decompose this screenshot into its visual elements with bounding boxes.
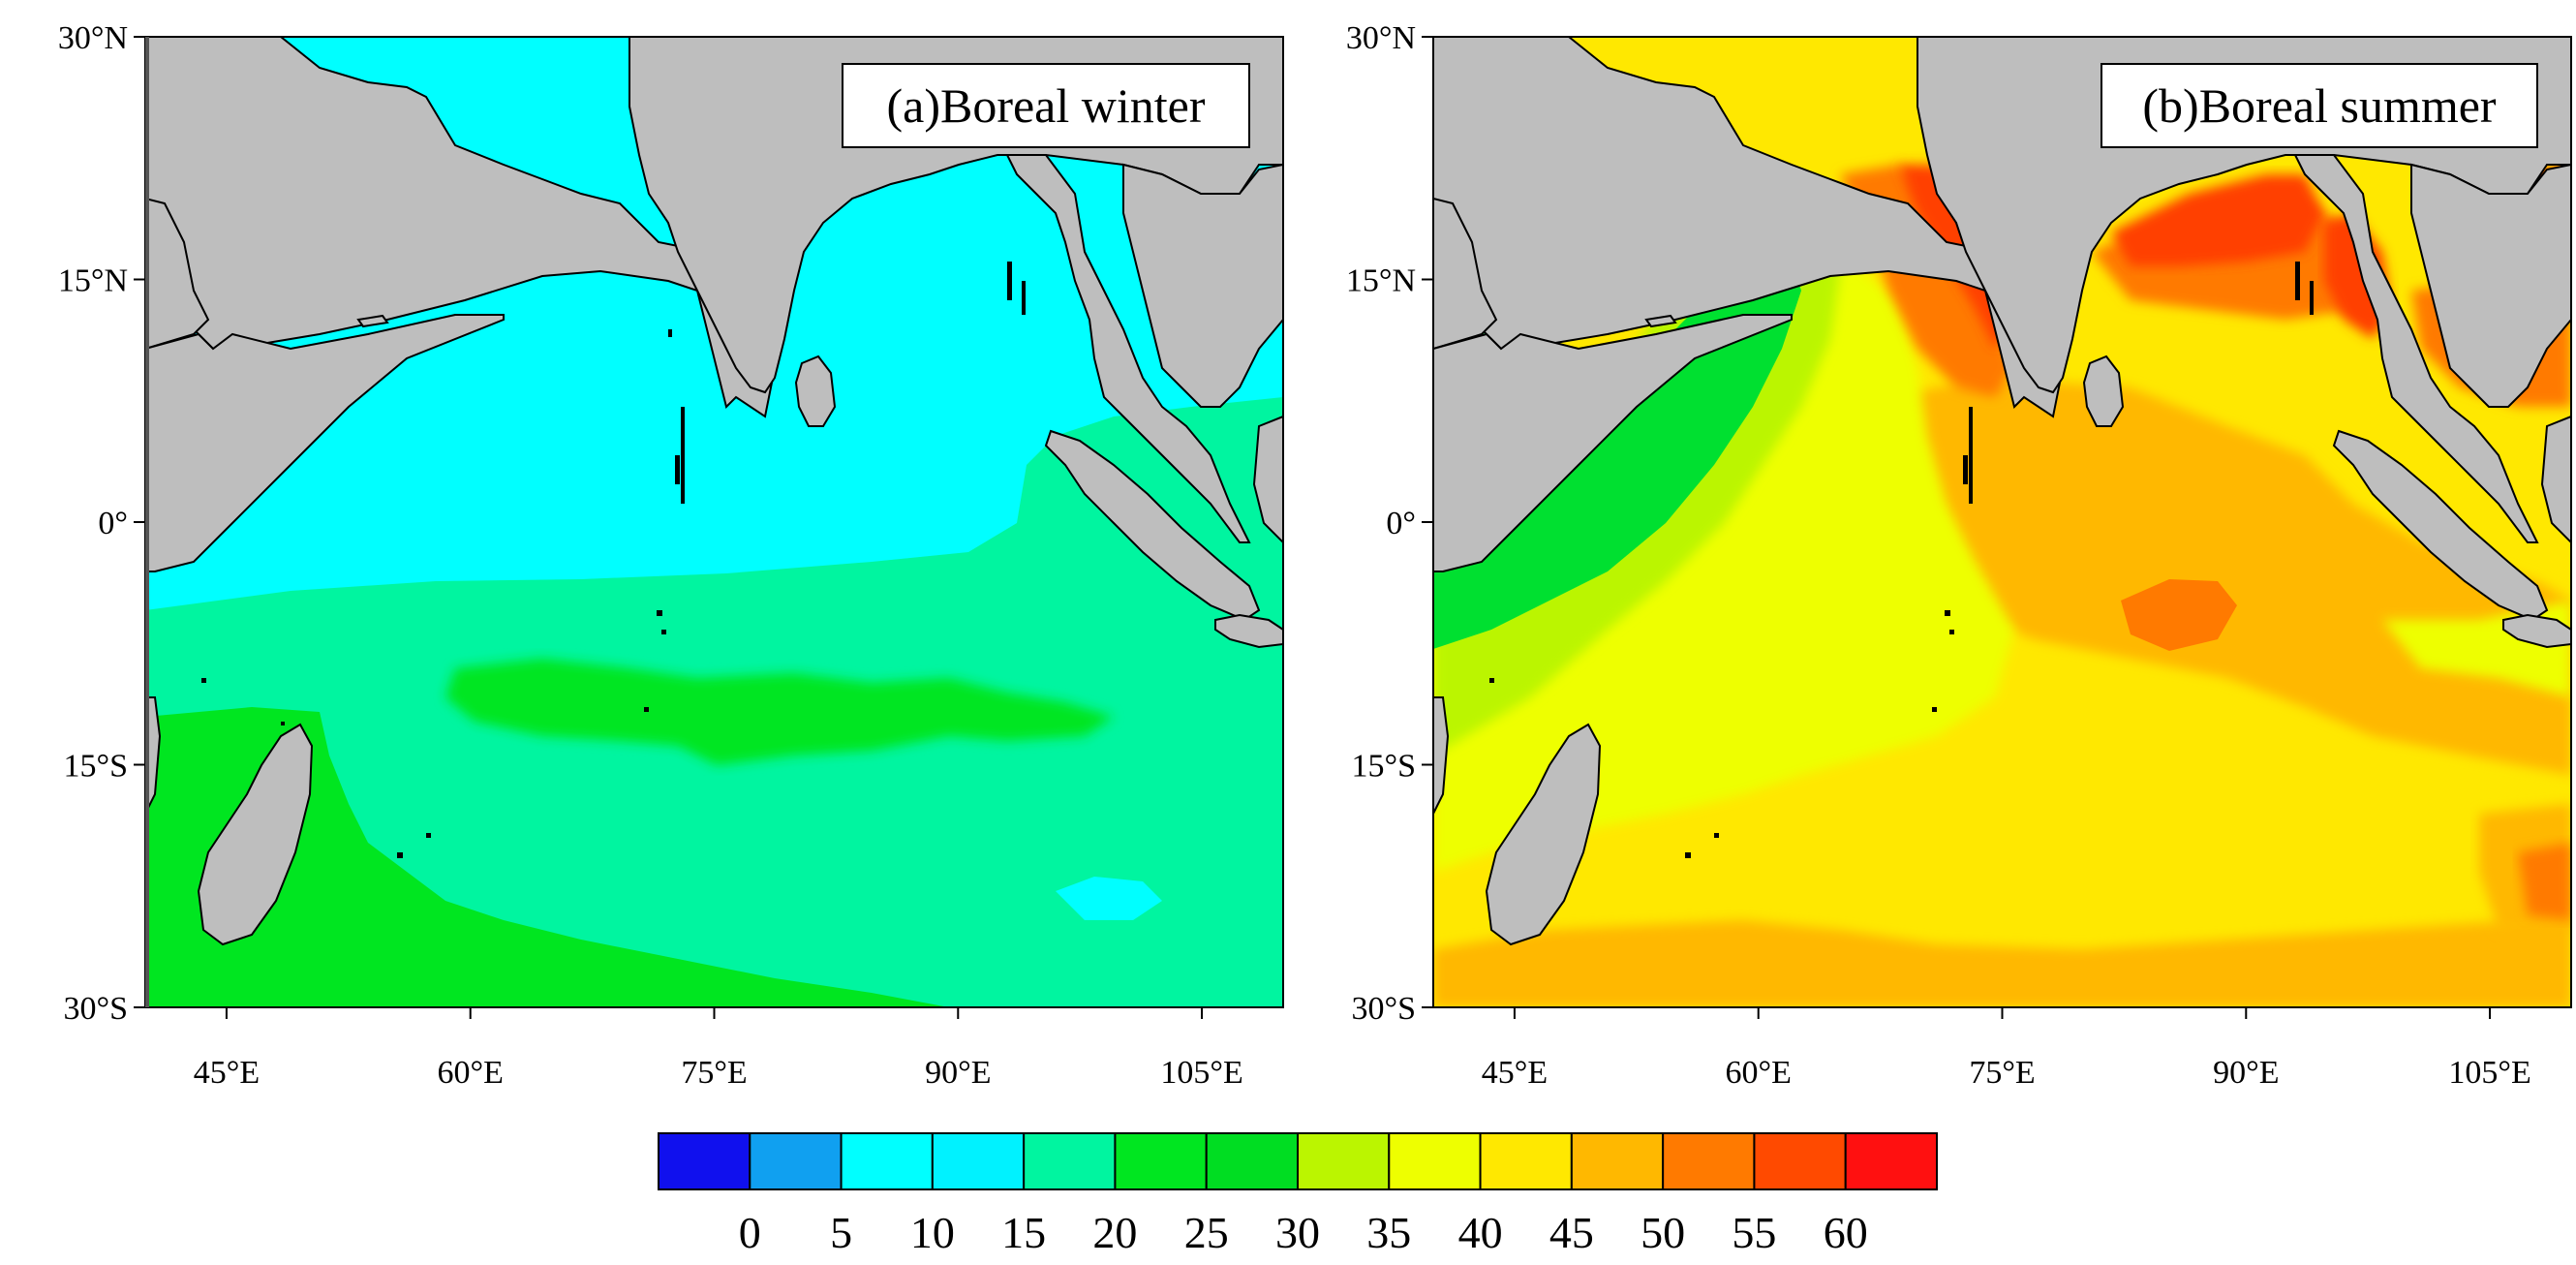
colorbar-swatch — [931, 1132, 1026, 1190]
lon-tick-label-winter: 60°E — [438, 1055, 504, 1091]
land-socotra-a — [356, 314, 389, 328]
panel-title-summer: (b)Boreal summer — [2142, 78, 2497, 133]
land-sri-lanka-a — [794, 355, 837, 427]
colorbar-swatch — [840, 1132, 934, 1190]
summer-field-red-bay — [2111, 174, 2324, 266]
colorbar-label: 55 — [1732, 1208, 1776, 1257]
islands-a — [201, 262, 1026, 858]
axis-ticks-winter: 30°N 15°N 0° 15°S 30°S 45°E 60°E 75°E 90°E 105°E — [58, 20, 1243, 1091]
title-box-summer: (b)Boreal summer — [2101, 63, 2538, 148]
land-indochina-a — [1122, 163, 1283, 408]
colorbar-label: 10 — [910, 1208, 955, 1257]
colorbar-swatch — [1753, 1132, 1847, 1190]
lat-tick-label-summer: 30°N — [1346, 20, 1416, 56]
lon-tick-label-summer: 45°E — [1482, 1055, 1548, 1091]
land-africa-coast-a — [145, 314, 505, 572]
colorbar-label: 20 — [1092, 1208, 1137, 1257]
islands-b — [1489, 262, 2314, 858]
colorbar-swatch — [1023, 1132, 1117, 1190]
lat-tick-label-winter: 15°N — [58, 263, 128, 299]
colorbar-swatch — [1388, 1132, 1482, 1190]
map-left-border-winter — [145, 37, 149, 1007]
colorbar-swatch — [658, 1132, 751, 1190]
land-java-a — [1214, 613, 1283, 649]
lat-tick-label-winter: 0° — [98, 506, 128, 541]
map-panel-summer — [1433, 37, 2571, 1007]
colorbar-swatch — [1570, 1132, 1665, 1190]
land-mozambique-b — [1433, 696, 1450, 815]
colorbar-label: 5 — [830, 1208, 852, 1257]
colorbar-swatch — [1297, 1132, 1391, 1190]
lat-tick-label-summer: 0° — [1386, 506, 1416, 541]
winter-field-green-band — [445, 659, 1114, 765]
colorbar-label: 35 — [1366, 1208, 1411, 1257]
land-myanmar-malay-b — [2293, 154, 2539, 543]
summer-field-orange-se2 — [2518, 843, 2571, 920]
summer-field-yellow-west — [1433, 232, 2014, 872]
colorbar-label: 30 — [1275, 1208, 1320, 1257]
colorbar-label: 0 — [739, 1208, 761, 1257]
summer-field-orange-blob — [2121, 579, 2237, 651]
lon-tick-label-summer: 75°E — [1969, 1055, 2035, 1091]
colorbar-swatch — [1844, 1132, 1938, 1190]
lon-tick-label-summer: 90°E — [2213, 1055, 2279, 1091]
land-borneo-b — [2540, 415, 2571, 544]
colorbar-label: 60 — [1824, 1208, 1868, 1257]
colorbar-label: 50 — [1641, 1208, 1685, 1257]
colorbar-swatch — [749, 1132, 843, 1190]
colorbar-label: 45 — [1549, 1208, 1594, 1257]
colorbar-labels: 0 5 10 15 20 25 30 35 40 45 50 55 60 — [739, 1208, 1868, 1257]
land-myanmar-malay-a — [1005, 154, 1251, 543]
lat-tick-label-winter: 30°S — [63, 991, 128, 1027]
land-borneo-a — [1252, 415, 1283, 544]
lat-tick-label-summer: 30°S — [1351, 991, 1416, 1027]
lon-tick-label-winter: 90°E — [925, 1055, 991, 1091]
colorbar-label: 15 — [1001, 1208, 1046, 1257]
lat-tick-label-summer: 15°S — [1351, 749, 1416, 785]
land-sri-lanka-b — [2082, 355, 2125, 427]
axis-ticks-summer: 30°N 15°N 0° 15°S 30°S 45°E 60°E 75°E 90°E 105°E — [1346, 20, 2531, 1091]
lat-tick-label-summer: 15°N — [1346, 263, 1416, 299]
land-indochina-b — [2410, 163, 2571, 408]
lon-tick-label-winter: 45°E — [194, 1055, 260, 1091]
lon-tick-label-winter: 105°E — [1160, 1055, 1242, 1091]
colorbar — [658, 1132, 1938, 1190]
summer-field-amber-central — [1840, 378, 2571, 775]
title-box-winter: (a)Boreal winter — [842, 63, 1250, 148]
lat-tick-label-winter: 30°N — [58, 20, 128, 56]
colorbar-swatch — [1205, 1132, 1299, 1190]
winter-field-green-south — [145, 707, 949, 1007]
map-panel-winter — [145, 37, 1283, 1007]
colorbar-swatch — [1662, 1132, 1756, 1190]
winter-field-aqua-patch — [1056, 877, 1162, 920]
lat-tick-label-winter: 15°S — [63, 749, 128, 785]
land-java-b — [2502, 613, 2571, 649]
summer-field-green — [1433, 262, 1801, 649]
land-africa-coast-b — [1433, 314, 1793, 572]
colorbar-label: 40 — [1458, 1208, 1503, 1257]
land-madagascar-b — [1485, 723, 1602, 946]
lon-tick-label-summer: 60°E — [1726, 1055, 1792, 1091]
summer-field-amber-south — [1433, 915, 2571, 1007]
lon-tick-label-winter: 75°E — [681, 1055, 747, 1091]
colorbar-label: 25 — [1184, 1208, 1229, 1257]
land-socotra-b — [1644, 314, 1677, 328]
lon-tick-label-summer: 105°E — [2448, 1055, 2530, 1091]
colorbar-swatch — [1114, 1132, 1208, 1190]
land-madagascar-a — [197, 723, 314, 946]
colorbar-swatch — [1479, 1132, 1573, 1190]
panel-title-winter: (a)Boreal winter — [886, 78, 1205, 133]
